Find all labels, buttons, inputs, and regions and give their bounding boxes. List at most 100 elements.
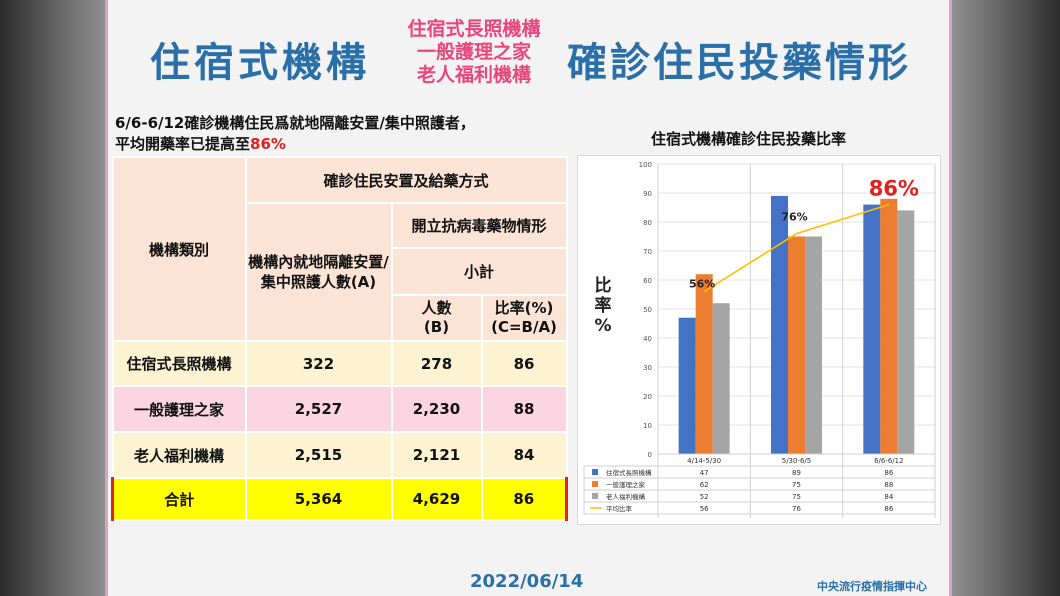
header-group: 確診住民安置及給藥方式 [244,156,568,204]
title-right: 確診住民投藥情形 [567,40,911,86]
chart-container: 比 率 % 0 10 20 30 40 50 60 70 80 90 100 56% 76% 86% 4/1… [577,155,941,525]
bar [880,198,898,454]
y-tick-label: 90 [643,190,652,198]
table-total-row: 合計 5,364 4,629 86 [111,477,568,521]
table-header-row: 機構類別 確診住民安置及給藥方式 [111,156,568,342]
subtitle-line2: 平均開藥率已提高至86% [115,134,475,155]
slide-right-edge [949,0,952,596]
header-c: 比率(%) (C=B/A) [480,294,568,342]
y-tick-label: 10 [643,422,652,430]
y-tick-label: 20 [643,393,652,401]
bar [695,274,713,454]
row-b: 278 [390,340,483,387]
header-antiviral: 開立抗病毒藥物情形 [390,202,568,249]
legend-swatch [592,493,598,499]
y-tick-label: 0 [648,451,652,459]
x-tick-label: 4/14-5/30 [687,457,721,465]
total-c: 86 [480,477,568,521]
table-value: 88 [884,481,893,489]
bar-chart: 0 10 20 30 40 50 60 70 80 90 100 56% 76% 86% 4/14-5/30… [583,161,936,518]
table-value: 75 [792,481,801,489]
header-b: 人數 (B) [390,294,483,342]
table-value: 62 [700,481,709,489]
bar [771,195,788,454]
legend-swatch [592,481,598,487]
total-a: 5,364 [244,477,393,521]
row-a: 2,515 [244,431,393,479]
row-c: 88 [480,385,568,433]
table-value: 52 [700,493,709,501]
footer-org: 中央流行疫情指揮中心 [817,580,927,593]
table-row: 老人福利機構 2,515 2,121 84 [111,431,568,479]
bar [712,303,730,454]
y-label-char: 率 [594,296,612,316]
total-b: 4,629 [390,477,483,521]
average-line [703,203,890,293]
y-tick-label: 100 [639,161,652,169]
slide: 住宿式機構 住宿式長照機構 一般護理之家 老人福利機構 確診住民投藥情形 6/6… [105,0,952,596]
row-type: 住宿式長照機構 [111,340,247,387]
background-right-blur [952,0,1060,596]
header-a: 機構內就地隔離安置/集中照護人數(A) [244,202,393,342]
title-middle-line: 一般護理之家 [416,41,531,63]
chart-title: 住宿式機構確診住民投藥比率 [651,130,847,148]
background-left-blur [0,0,105,596]
legend-label: 平均比率 [606,504,633,513]
x-tick-label: 6/6-6/12 [874,457,904,465]
title-left: 住宿式機構 [150,40,370,86]
data-annotation: 86% [869,177,919,201]
data-annotation: 56% [689,278,715,291]
y-tick-label: 60 [643,277,652,285]
chart-y-label: 比 率 % [592,276,614,336]
table-row: 一般護理之家 2,527 2,230 88 [111,385,568,433]
legend-label: 一般護理之家 [606,480,646,489]
legend-label: 老人福利機構 [606,492,646,501]
table-header-row: 機構內就地隔離安置/集中照護人數(A) 開立抗病毒藥物情形 [112,202,568,342]
row-c: 86 [480,340,568,387]
title-middle-line: 住宿式長照機構 [407,18,541,40]
header-c-label: 比率(%) [494,299,554,317]
table-row: 住宿式長照機構 322 278 86 [111,340,568,387]
subtitle: 6/6-6/12確診機構住民爲就地隔離安置/集中照護者， 平均開藥率已提高至86… [115,113,475,155]
y-tick-label: 40 [643,335,652,343]
row-b: 2,121 [390,431,483,479]
x-tick-label: 5/30-6/5 [782,457,812,465]
bar [678,317,696,454]
table-value: 89 [792,469,801,477]
row-a: 322 [244,340,393,387]
table-value: 75 [792,493,801,501]
y-label-char: % [594,316,612,336]
row-type: 一般護理之家 [111,385,247,433]
table-value: 56 [700,505,709,513]
legend-swatch [592,469,598,475]
data-annotation: 76% [781,211,807,224]
header-b-formula: (B) [423,318,450,336]
legend-label: 住宿式長照機構 [606,468,652,477]
subtitle-value: 86% [250,135,286,153]
bar [788,236,805,454]
y-tick-label: 30 [643,364,652,372]
bar [863,204,881,454]
header-b-label: 人數 [421,299,452,317]
row-a: 2,527 [244,385,393,433]
y-label-char: 比 [594,276,612,296]
header-type: 機構類別 [111,156,247,342]
data-table: 機構類別 確診住民安置及給藥方式 機構內就地隔離安置/集中照護人數(A) 開立抗… [111,156,568,521]
subtitle-line1: 6/6-6/12確診機構住民爲就地隔離安置/集中照護者， [115,114,475,132]
subtitle-prefix: 平均開藥率已提高至 [115,135,251,153]
total-type: 合計 [111,477,247,521]
y-tick-label: 70 [643,248,652,256]
table-value: 47 [700,469,709,477]
y-tick-label: 50 [643,306,652,314]
row-c: 84 [480,431,568,479]
slide-left-edge [105,0,108,596]
row-type: 老人福利機構 [111,431,247,479]
row-b: 2,230 [390,385,483,433]
bar [805,236,822,454]
table-value: 76 [792,505,801,513]
header-subtotal: 小計 [390,247,568,296]
table-value: 84 [884,493,893,501]
bar [897,210,915,454]
table-value: 86 [884,469,893,477]
title-middle-line: 老人福利機構 [416,64,531,86]
